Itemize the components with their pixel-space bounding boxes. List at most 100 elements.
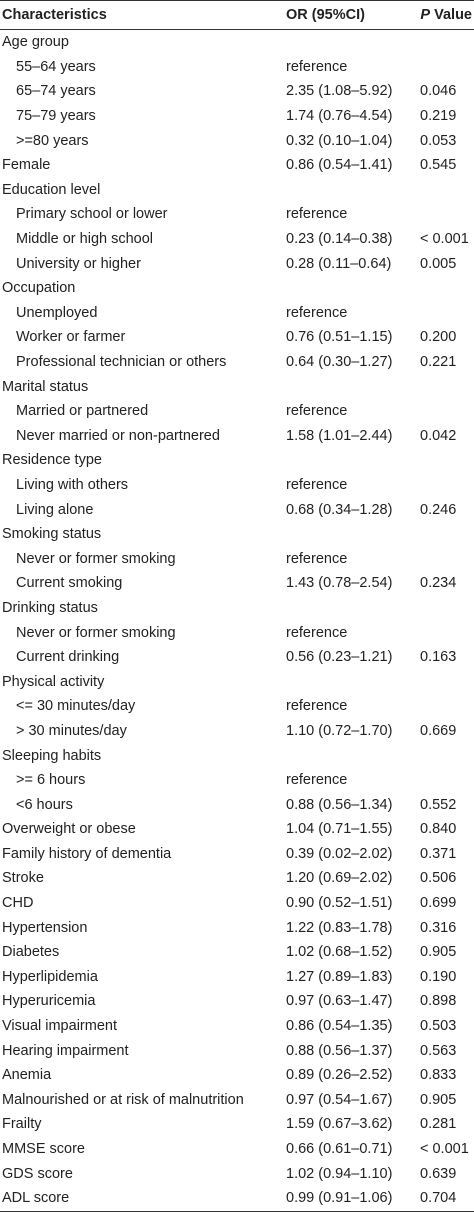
characteristic-cell: Living with others <box>16 476 129 493</box>
or-cell: 1.43 (0.78–2.54) <box>286 575 393 592</box>
table-row: Worker or farmer 0.76 (0.51–1.15) 0.200 <box>0 325 474 350</box>
table-row: Smoking status <box>0 522 474 547</box>
or-cell: 0.89 (0.26–2.52) <box>286 1067 393 1084</box>
or-cell: 1.02 (0.94–1.10) <box>286 1165 393 1182</box>
characteristic-cell: Never or former smoking <box>16 624 176 641</box>
or-cell: 0.68 (0.34–1.28) <box>286 501 393 518</box>
table-row: >= 6 hours reference <box>0 768 474 793</box>
p-value-cell: 0.905 <box>420 1091 457 1108</box>
p-value-cell: 0.639 <box>420 1165 457 1182</box>
characteristic-cell: ADL score <box>2 1190 70 1207</box>
p-value-cell: 0.053 <box>420 132 457 149</box>
table-row: Drinking status <box>0 596 474 621</box>
or-cell: reference <box>286 403 348 420</box>
table-row: Overweight or obese 1.04 (0.71–1.55) 0.840 <box>0 817 474 842</box>
characteristic-cell: Unemployed <box>16 304 98 321</box>
table-row: Never married or non-partnered 1.58 (1.01… <box>0 424 474 449</box>
p-value-cell: 0.371 <box>420 845 457 862</box>
characteristic-cell: Frailty <box>2 1116 42 1133</box>
table-row: Married or partnered reference <box>0 399 474 424</box>
characteristic-cell: <= 30 minutes/day <box>16 698 136 715</box>
or-cell: 1.58 (1.01–2.44) <box>286 427 393 444</box>
p-value-cell: 0.316 <box>420 919 457 936</box>
p-value-cell: 0.046 <box>420 83 457 100</box>
or-cell: reference <box>286 550 348 567</box>
characteristic-cell: Current smoking <box>16 575 123 592</box>
characteristic-cell: Visual impairment <box>2 1018 117 1035</box>
characteristic-cell: Marital status <box>2 378 89 395</box>
or-cell: 2.35 (1.08–5.92) <box>286 83 393 100</box>
characteristic-cell: 65–74 years <box>16 83 96 100</box>
characteristic-cell: Current drinking <box>16 649 120 666</box>
characteristic-cell: Never or former smoking <box>16 550 176 567</box>
characteristic-cell: Smoking status <box>2 526 102 543</box>
characteristic-cell: Hearing impairment <box>2 1042 129 1059</box>
p-value-cell: 0.840 <box>420 821 457 838</box>
p-value-cell: 0.898 <box>420 993 457 1010</box>
or-cell: 1.20 (0.69–2.02) <box>286 870 393 887</box>
characteristic-cell: Diabetes <box>2 944 60 961</box>
or-cell: reference <box>286 304 348 321</box>
table-row: Professional technician or others 0.64 (0… <box>0 350 474 375</box>
table-row: Stroke 1.20 (0.69–2.02) 0.506 <box>0 866 474 891</box>
or-cell: reference <box>286 476 348 493</box>
p-value-cell: 0.163 <box>420 649 457 666</box>
or-cell: reference <box>286 624 348 641</box>
header-p-italic: P <box>420 7 431 23</box>
p-value-cell: 0.563 <box>420 1042 457 1059</box>
table-row: Never or former smoking reference <box>0 620 474 645</box>
p-value-cell: 0.200 <box>420 329 457 346</box>
or-cell: 0.90 (0.52–1.51) <box>286 895 393 912</box>
or-cell: 0.64 (0.30–1.27) <box>286 354 393 371</box>
characteristic-cell: Hypertension <box>2 919 88 936</box>
table-row: Never or former smoking reference <box>0 546 474 571</box>
p-value-cell: 0.221 <box>420 354 457 371</box>
table-row: Hypertension 1.22 (0.83–1.78) 0.316 <box>0 915 474 940</box>
table-row: 55–64 years reference <box>0 55 474 80</box>
table-row: Current smoking 1.43 (0.78–2.54) 0.234 <box>0 571 474 596</box>
characteristic-cell: Physical activity <box>2 673 105 690</box>
characteristic-cell: Family history of dementia <box>2 845 172 862</box>
or-cell: reference <box>286 772 348 789</box>
table-row: Living alone 0.68 (0.34–1.28) 0.246 <box>0 497 474 522</box>
p-value-cell: 0.503 <box>420 1018 457 1035</box>
or-cell: 0.28 (0.11–0.64) <box>286 255 392 272</box>
table-row: Hyperuricemia 0.97 (0.63–1.47) 0.898 <box>0 989 474 1014</box>
characteristic-cell: > 30 minutes/day <box>16 722 127 739</box>
table-row: 75–79 years 1.74 (0.76–4.54) 0.219 <box>0 104 474 129</box>
p-value-cell: 0.005 <box>420 255 457 272</box>
p-value-cell: 0.545 <box>420 157 457 174</box>
characteristic-cell: Married or partnered <box>16 403 149 420</box>
p-value-cell: 0.190 <box>420 968 457 985</box>
characteristic-cell: Drinking status <box>2 599 98 616</box>
characteristic-cell: University or higher <box>16 255 141 272</box>
table-row: Anemia 0.89 (0.26–2.52) 0.833 <box>0 1063 474 1088</box>
or-cell: 0.66 (0.61–0.71) <box>286 1141 393 1158</box>
or-cell: 1.74 (0.76–4.54) <box>286 108 393 125</box>
characteristic-cell: Malnourished or at risk of malnutrition <box>2 1091 244 1108</box>
characteristic-cell: Primary school or lower <box>16 206 168 223</box>
characteristic-cell: Sleeping habits <box>2 747 102 764</box>
or-cell: 1.04 (0.71–1.55) <box>286 821 393 838</box>
characteristic-cell: Middle or high school <box>16 231 154 248</box>
characteristic-cell: Anemia <box>2 1067 52 1084</box>
characteristic-cell: Residence type <box>2 452 102 469</box>
table-row: Residence type <box>0 448 474 473</box>
table-row: University or higher 0.28 (0.11–0.64) 0.00… <box>0 251 474 276</box>
table-row: MMSE score 0.66 (0.61–0.71) < 0.001 <box>0 1137 474 1162</box>
or-cell: 0.88 (0.56–1.34) <box>286 796 393 813</box>
table-row: Visual impairment 0.86 (0.54–1.35) 0.503 <box>0 1014 474 1039</box>
p-value-cell: 0.669 <box>420 722 457 739</box>
p-value-cell: 0.281 <box>420 1116 457 1133</box>
characteristic-cell: Hyperlipidemia <box>2 968 98 985</box>
or-cell: 0.76 (0.51–1.15) <box>286 329 393 346</box>
characteristic-cell: Education level <box>2 181 101 198</box>
characteristic-cell: >=80 years <box>16 132 89 149</box>
table-row: Marital status <box>0 374 474 399</box>
characteristic-cell: 55–64 years <box>16 58 96 75</box>
or-cell: 0.32 (0.10–1.04) <box>286 132 393 149</box>
characteristic-cell: Age group <box>2 34 69 51</box>
header-or: OR (95%CI) <box>286 7 365 23</box>
table-row: Education level <box>0 178 474 203</box>
